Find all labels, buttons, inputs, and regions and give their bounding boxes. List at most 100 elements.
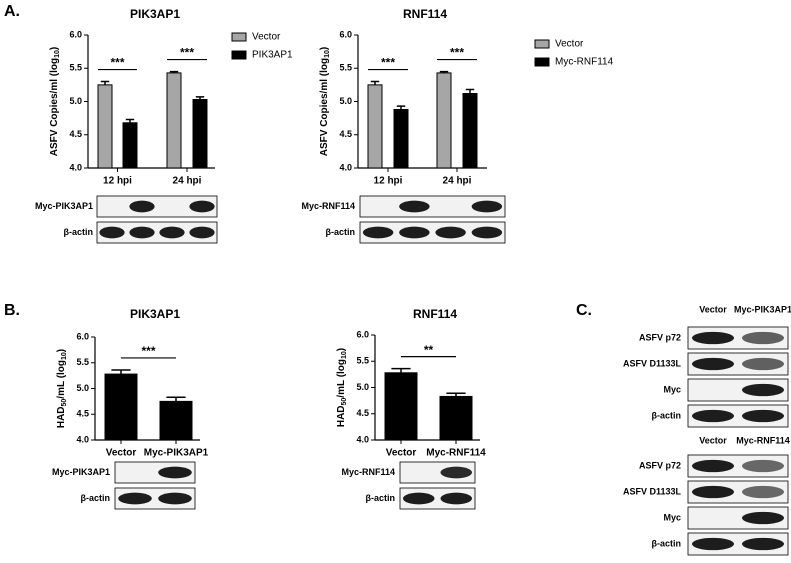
bar — [159, 400, 193, 441]
blot-band — [742, 357, 784, 371]
blot-label: ASFV p72 — [639, 332, 681, 342]
blot-label: Myc-RNF114 — [301, 201, 355, 211]
y-label-part: ASFV Copies/ml (log — [49, 58, 60, 156]
error-bar — [439, 70, 449, 73]
blot-band — [692, 357, 734, 371]
blot-label: β-actin — [652, 538, 682, 548]
x-tick-label: Vector — [386, 448, 417, 459]
blot-band — [742, 409, 784, 423]
chart-title: RNF114 — [403, 7, 447, 21]
bar — [166, 72, 182, 169]
y-axis-label: ASFV Copies/ml (log10) — [49, 47, 61, 156]
bar — [439, 395, 473, 441]
y-tick-label: 5.0 — [356, 382, 369, 392]
blot-band — [742, 511, 784, 525]
legend-swatch — [534, 57, 550, 67]
error-bar — [446, 392, 466, 397]
y-tick-label: 4.5 — [69, 129, 82, 139]
y-axis-label: HAD50/mL (log10) — [336, 348, 348, 427]
x-tick-label: 12 hpi — [103, 176, 132, 187]
bar — [104, 373, 138, 441]
error-bar — [195, 96, 205, 100]
error-bar — [169, 70, 179, 73]
panel-label: A. — [4, 3, 20, 20]
blot-label: β-actin — [64, 227, 94, 237]
blot-label: ASFV D1133L — [623, 486, 682, 496]
y-tick-label: 5.5 — [69, 63, 82, 73]
chart-title: RNF114 — [413, 307, 457, 321]
blot-band — [158, 466, 192, 479]
blot-band — [692, 409, 734, 423]
significance-label: ** — [424, 343, 434, 357]
chart-title: PIK3AP1 — [130, 7, 180, 21]
blot-label: Myc-PIK3AP1 — [52, 467, 110, 477]
legend-swatch — [231, 32, 247, 42]
y-tick-label: 4.5 — [76, 409, 89, 419]
legend-swatch — [231, 50, 247, 60]
blot-label: β-actin — [81, 493, 111, 503]
significance-label: *** — [180, 46, 194, 60]
y-label-part: HAD — [56, 406, 67, 428]
blot-box — [96, 221, 218, 244]
y-tick-label: 5.0 — [69, 96, 82, 106]
y-tick-label: 4.0 — [69, 162, 82, 172]
blot-label: β-actin — [366, 493, 396, 503]
blot-label: Myc-PIK3AP1 — [35, 201, 93, 211]
y-tick-label: 6.0 — [76, 331, 89, 341]
blot-label: Myc-RNF114 — [341, 467, 395, 477]
blot-band — [440, 466, 472, 479]
blot-band — [742, 485, 784, 499]
error-bar — [465, 88, 475, 94]
y-tick-label: 6.0 — [339, 29, 352, 39]
x-tick-label: 24 hpi — [173, 176, 202, 187]
blot-box — [96, 195, 218, 218]
blot-band — [471, 200, 503, 213]
bar — [462, 93, 478, 169]
error-bar — [166, 396, 186, 402]
bar — [97, 84, 113, 169]
panel-label: C. — [576, 302, 592, 319]
chart-title: PIK3AP1 — [130, 307, 180, 321]
x-tick-label: Vector — [106, 448, 137, 459]
error-bar — [125, 118, 135, 123]
blot-band — [692, 537, 734, 551]
legend-label: Myc-RNF114 — [555, 57, 614, 68]
x-tick-label: 24 hpi — [443, 176, 472, 187]
bar — [122, 122, 138, 169]
blot-band — [129, 200, 155, 213]
y-tick-label: 4.0 — [339, 162, 352, 172]
y-label-part: 10 — [61, 352, 68, 360]
significance-label: *** — [450, 46, 464, 60]
y-label-part: ASFV Copies/ml (log — [319, 58, 330, 156]
y-axis-label: ASFV Copies/ml (log10) — [319, 47, 331, 156]
blot-band — [692, 459, 734, 473]
legend-swatch — [534, 39, 550, 49]
legend-label: PIK3AP1 — [252, 50, 293, 61]
y-tick-label: 5.5 — [339, 63, 352, 73]
y-tick-label: 4.0 — [76, 434, 89, 444]
error-bar — [370, 80, 380, 85]
blot-label: Myc — [663, 512, 681, 522]
y-tick-label: 4.5 — [356, 408, 369, 418]
blot-band — [742, 537, 784, 551]
y-label-part: /mL (log — [336, 359, 347, 398]
y-tick-label: 6.0 — [69, 29, 82, 39]
bar — [192, 99, 208, 169]
blot-label: β-actin — [326, 227, 356, 237]
x-tick-label: Myc-RNF114 — [426, 448, 486, 459]
blot-band — [440, 492, 472, 505]
blot-band — [742, 383, 784, 397]
bar — [367, 84, 383, 169]
y-label-part: ) — [336, 348, 347, 351]
y-label-part: 10 — [341, 351, 348, 359]
error-bar — [391, 367, 411, 373]
blot-band — [399, 200, 430, 213]
blot-band — [158, 492, 192, 505]
y-label-part: 10 — [54, 50, 61, 58]
bar — [384, 372, 418, 441]
blot-band — [159, 226, 185, 239]
blot-band — [692, 485, 734, 499]
bar — [393, 108, 409, 169]
blot-label: Myc — [663, 384, 681, 394]
